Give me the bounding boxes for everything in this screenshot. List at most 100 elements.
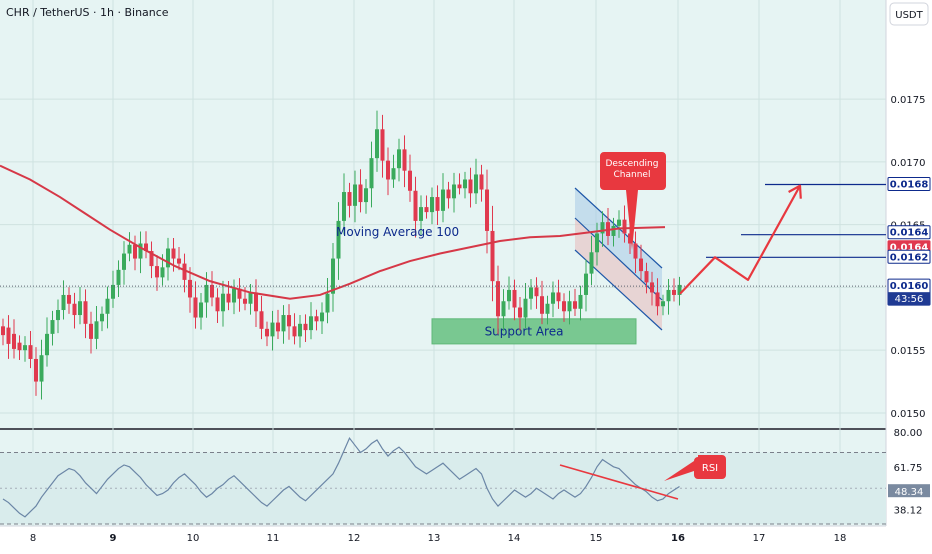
candle-body[interactable] (144, 243, 148, 252)
candle-body[interactable] (529, 287, 533, 299)
candle-body[interactable] (94, 321, 99, 339)
candle-body[interactable] (540, 296, 544, 314)
candle-body[interactable] (6, 327, 11, 344)
candle-body[interactable] (320, 312, 324, 322)
candle-body[interactable] (243, 298, 247, 304)
candle-body[interactable] (551, 292, 555, 304)
candle-body[interactable] (622, 219, 627, 234)
candle-body[interactable] (408, 170, 412, 191)
candle-body[interactable] (534, 287, 539, 297)
candle-body[interactable] (441, 189, 445, 211)
candle-body[interactable] (237, 288, 242, 299)
candle-body[interactable] (39, 355, 44, 382)
candle-body[interactable] (149, 251, 154, 267)
candle-body[interactable] (644, 271, 649, 283)
candle-body[interactable] (287, 315, 291, 327)
candle-body[interactable] (127, 244, 132, 254)
support-area-box[interactable] (431, 318, 637, 345)
candle-body[interactable] (375, 129, 379, 159)
candle-body[interactable] (446, 189, 451, 199)
candle-body[interactable] (166, 248, 170, 268)
candles[interactable] (1, 110, 682, 400)
channel-upper-band[interactable] (575, 188, 662, 300)
candle-body[interactable] (210, 284, 214, 298)
candle-body[interactable] (226, 293, 231, 303)
candle-body[interactable] (413, 190, 418, 221)
candle-body[interactable] (116, 269, 121, 285)
time-axis[interactable]: 8 9 10 11 12 13 14 15 16 17 18 (30, 533, 847, 544)
candle-body[interactable] (138, 243, 143, 259)
candle-body[interactable] (221, 293, 225, 312)
candle-body[interactable] (424, 207, 429, 213)
candle-body[interactable] (248, 292, 253, 304)
candle-body[interactable] (380, 129, 385, 161)
candle-body[interactable] (204, 284, 209, 303)
candle-body[interactable] (325, 293, 330, 313)
price-label-tag[interactable] (887, 249, 931, 264)
candle-body[interactable] (342, 192, 346, 221)
candle-body[interactable] (232, 288, 236, 303)
candle-body[interactable] (496, 281, 500, 317)
level-lines[interactable] (0, 183, 886, 287)
candle-body[interactable] (56, 310, 60, 321)
candle-body[interactable] (364, 188, 368, 203)
candle-body[interactable] (265, 328, 269, 337)
candle-body[interactable] (270, 322, 275, 337)
candle-body[interactable] (485, 189, 489, 231)
candle-body[interactable] (160, 267, 165, 278)
candle-body[interactable] (34, 358, 38, 382)
currency-button[interactable] (889, 2, 929, 26)
candle-body[interactable] (369, 158, 374, 189)
candle-body[interactable] (292, 326, 297, 337)
candle-body[interactable] (177, 258, 181, 264)
moving-average[interactable]: Moving Average 100 (0, 164, 666, 300)
candle-body[interactable] (435, 197, 440, 211)
price-label-tag[interactable] (887, 225, 931, 240)
candle-body[interactable] (281, 315, 286, 332)
price-axis[interactable]: 0.01750.01700.01650.01600.01550.01500.01… (887, 95, 931, 516)
candle-body[interactable] (490, 230, 495, 282)
candle-body[interactable] (617, 219, 621, 226)
candle-body[interactable] (105, 298, 110, 314)
price-label-tag[interactable] (887, 177, 931, 192)
candle-body[interactable] (600, 222, 605, 234)
candle-body[interactable] (331, 258, 335, 294)
candle-body[interactable] (589, 252, 594, 274)
candle-body[interactable] (12, 333, 16, 349)
candle-body[interactable] (61, 294, 66, 311)
candle-body[interactable] (556, 292, 561, 302)
candle-body[interactable] (545, 303, 550, 314)
candle-body[interactable] (463, 179, 467, 189)
candle-body[interactable] (562, 301, 566, 312)
candle-body[interactable] (661, 301, 665, 307)
candle-body[interactable] (122, 253, 126, 270)
candle-body[interactable] (628, 233, 632, 244)
candle-body[interactable] (67, 294, 71, 304)
candle-body[interactable] (1, 326, 5, 336)
rsi-trendline[interactable] (559, 464, 679, 500)
candle-body[interactable] (17, 342, 22, 351)
candle-body[interactable] (182, 263, 187, 280)
candle-body[interactable] (672, 289, 676, 295)
candle-body[interactable] (479, 174, 484, 190)
candle-body[interactable] (353, 184, 357, 206)
candle-body[interactable] (650, 282, 654, 293)
candle-body[interactable] (386, 160, 390, 180)
rsi-callout[interactable] (664, 455, 726, 481)
candle-body[interactable] (309, 316, 313, 331)
candle-body[interactable] (633, 243, 638, 259)
support-area[interactable]: Support Area (431, 318, 637, 345)
candle-body[interactable] (199, 302, 203, 318)
projection-arrow[interactable] (679, 184, 802, 295)
candle-body[interactable] (78, 301, 82, 316)
candle-body[interactable] (457, 184, 462, 189)
candle-body[interactable] (298, 323, 302, 337)
candle-body[interactable] (259, 311, 264, 329)
candle-body[interactable] (474, 174, 478, 194)
candle-body[interactable] (23, 345, 27, 351)
candle-body[interactable] (430, 197, 434, 213)
candle-body[interactable] (419, 207, 423, 221)
candle-body[interactable] (347, 192, 352, 206)
descending-channel-callout[interactable] (600, 152, 666, 250)
candle-body[interactable] (639, 258, 643, 272)
